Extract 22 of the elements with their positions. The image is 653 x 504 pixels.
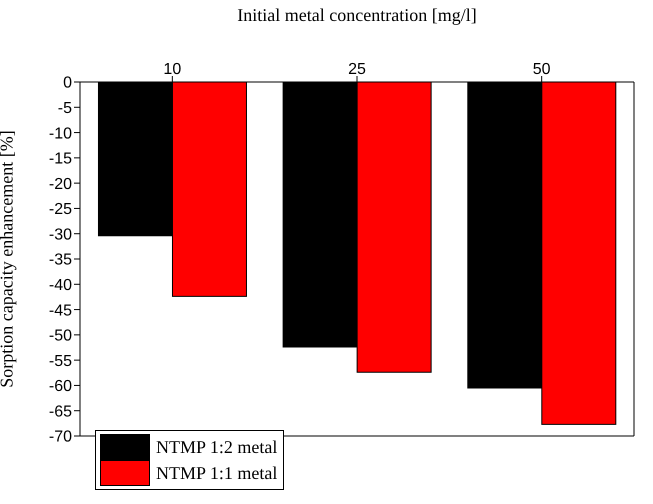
y-tick-label: -50 (48, 328, 72, 345)
y-tick-label: -15 (48, 150, 72, 168)
y-tick-label: -35 (48, 252, 72, 269)
y-tick-label: -40 (48, 276, 72, 294)
x-tick-label: 50 (532, 61, 551, 78)
y-tick-label: 0 (63, 74, 72, 92)
legend-label: NTMP 1:2 metal (156, 436, 278, 458)
y-tick-label: -30 (48, 226, 72, 244)
y-tick-label: -55 (48, 352, 72, 370)
x-tick-label: 10 (163, 61, 182, 78)
y-tick-label: -45 (48, 302, 72, 320)
y-tick-label: -5 (58, 100, 72, 117)
y-tick-label: -20 (48, 176, 72, 193)
y-tick-label: -65 (48, 403, 72, 420)
y-tick-label: -25 (48, 201, 72, 218)
y-tick-label: -10 (48, 125, 72, 142)
x-tick-label: 25 (348, 61, 366, 78)
legend-label: NTMP 1:1 metal (156, 462, 278, 484)
y-tick-label: -70 (48, 428, 72, 446)
y-tick-label: -60 (48, 378, 72, 396)
x-axis-title: Initial metal concentration [mg/l] (237, 4, 477, 25)
y-axis-title: Sorption capacity enhancement [%] (0, 130, 16, 388)
